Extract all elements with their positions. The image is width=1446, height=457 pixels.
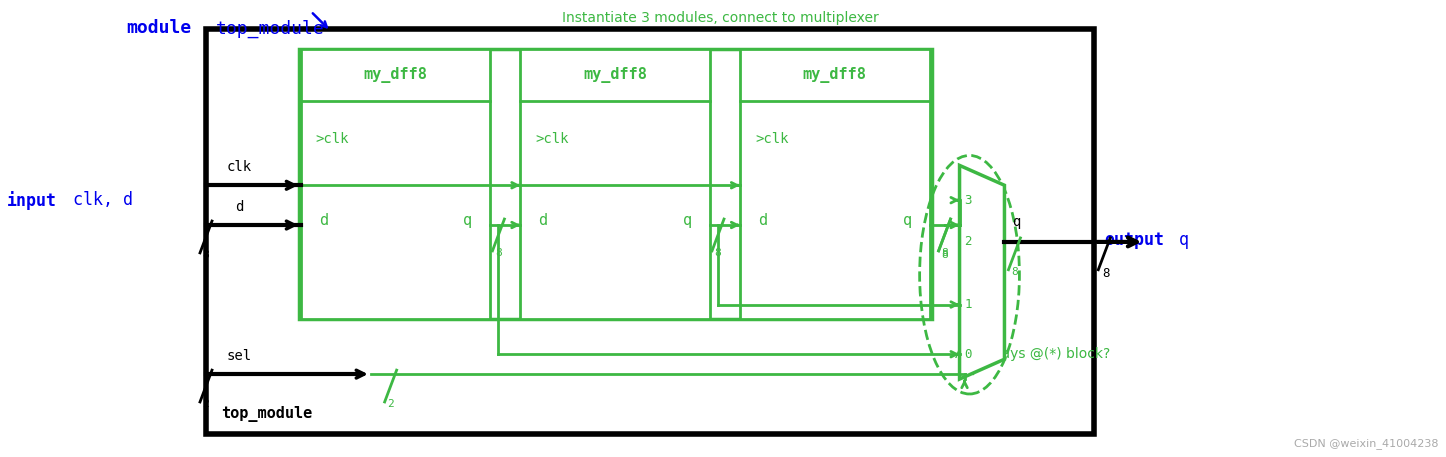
Text: input: input bbox=[6, 191, 56, 210]
Text: top_module: top_module bbox=[221, 406, 312, 422]
Text: 8: 8 bbox=[941, 248, 949, 258]
Text: output: output bbox=[1105, 231, 1164, 249]
Bar bbox=[205, 29, 1095, 434]
Text: >clk: >clk bbox=[755, 132, 788, 145]
Text: 0: 0 bbox=[964, 348, 972, 361]
Text: sel: sel bbox=[227, 349, 252, 363]
Text: q: q bbox=[902, 213, 911, 228]
Text: clk: clk bbox=[227, 160, 252, 175]
Text: top_module: top_module bbox=[215, 19, 325, 37]
Text: An always @(*) block?: An always @(*) block? bbox=[954, 347, 1109, 361]
Text: q: q bbox=[1178, 231, 1189, 249]
Text: 2: 2 bbox=[202, 399, 210, 409]
Text: 2: 2 bbox=[964, 235, 972, 249]
Text: d: d bbox=[538, 213, 548, 228]
Text: my_dff8: my_dff8 bbox=[364, 67, 428, 83]
Bar bbox=[299, 49, 931, 319]
Bar bbox=[740, 49, 930, 319]
Text: clk, d: clk, d bbox=[74, 191, 133, 209]
Text: CSDN @weixin_41004238: CSDN @weixin_41004238 bbox=[1294, 438, 1439, 449]
Text: >clk: >clk bbox=[535, 132, 568, 145]
Text: module: module bbox=[126, 19, 191, 37]
Text: my_dff8: my_dff8 bbox=[583, 67, 648, 83]
Text: 3: 3 bbox=[964, 194, 972, 207]
Polygon shape bbox=[960, 165, 1005, 379]
Text: 8: 8 bbox=[1011, 267, 1018, 277]
Text: 8: 8 bbox=[1102, 267, 1111, 280]
Text: 2: 2 bbox=[388, 399, 393, 409]
Text: d: d bbox=[234, 200, 243, 214]
Text: 8: 8 bbox=[202, 250, 210, 260]
Text: 8: 8 bbox=[495, 248, 502, 258]
Text: >clk: >clk bbox=[315, 132, 350, 145]
Text: d: d bbox=[318, 213, 328, 228]
Bar bbox=[521, 49, 710, 319]
Text: 1: 1 bbox=[964, 298, 972, 311]
Text: q: q bbox=[1012, 215, 1021, 229]
Text: my_dff8: my_dff8 bbox=[803, 67, 866, 83]
Text: 8: 8 bbox=[941, 250, 949, 260]
Bar bbox=[301, 49, 490, 319]
Text: 8: 8 bbox=[714, 248, 722, 258]
Text: Instantiate 3 modules, connect to multiplexer: Instantiate 3 modules, connect to multip… bbox=[561, 11, 878, 25]
Text: q: q bbox=[683, 213, 693, 228]
Text: d: d bbox=[758, 213, 766, 228]
Text: q: q bbox=[463, 213, 473, 228]
